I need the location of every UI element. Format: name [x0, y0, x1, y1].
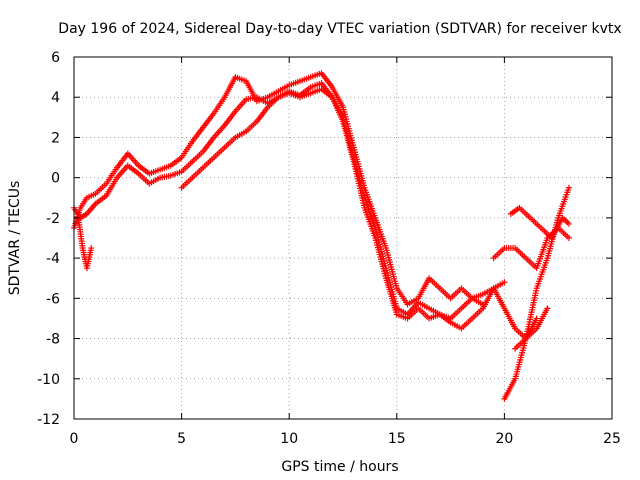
series-arc-1	[71, 70, 508, 308]
y-tick-label: -10	[37, 372, 60, 388]
x-tick-label: 0	[70, 431, 79, 447]
x-tick-label: 15	[388, 431, 406, 447]
series-arc-5	[490, 224, 572, 272]
series-arc-7	[507, 204, 572, 241]
y-tick-label: -6	[46, 291, 60, 307]
data-point	[565, 184, 572, 191]
data-point	[533, 315, 540, 322]
data-point	[565, 235, 572, 241]
y-axis-ticks: -12 -10 -8 -6 -4 -2 0 2 4 6	[37, 50, 612, 428]
y-tick-label: 0	[51, 171, 60, 187]
series-arc-8	[512, 305, 551, 352]
data-point	[501, 279, 508, 286]
data-point	[565, 220, 572, 227]
y-tick-label: -8	[46, 332, 60, 348]
series-arc-6	[501, 184, 572, 402]
x-tick-label: 5	[177, 431, 186, 447]
y-tick-label: 2	[51, 130, 60, 146]
x-tick-label: 10	[280, 431, 298, 447]
y-tick-label: 6	[51, 50, 60, 66]
data-markers	[71, 70, 572, 402]
gridlines	[74, 57, 612, 419]
data-point	[88, 245, 95, 252]
series-arc-2	[71, 80, 486, 322]
y-tick-label: -2	[46, 211, 60, 227]
x-axis-label: GPS time / hours	[281, 459, 398, 475]
x-tick-label: 25	[603, 431, 621, 447]
y-tick-label: -4	[46, 251, 60, 267]
x-axis-ticks: 0 5 10 15 20 25	[70, 57, 621, 447]
chart-title: Day 196 of 2024, Sidereal Day-to-day VTE…	[58, 21, 621, 37]
x-tick-label: 20	[495, 431, 513, 447]
y-tick-label: 4	[51, 90, 60, 106]
data-point	[544, 305, 551, 312]
series-arc-3	[178, 86, 540, 342]
y-axis-label: SDTVAR / TECUs	[7, 181, 23, 296]
plot-frame	[73, 56, 613, 420]
y-tick-label: -12	[37, 412, 60, 428]
